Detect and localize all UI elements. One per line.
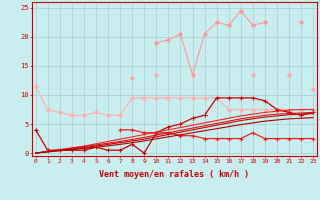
X-axis label: Vent moyen/en rafales ( km/h ): Vent moyen/en rafales ( km/h ) (100, 170, 249, 179)
